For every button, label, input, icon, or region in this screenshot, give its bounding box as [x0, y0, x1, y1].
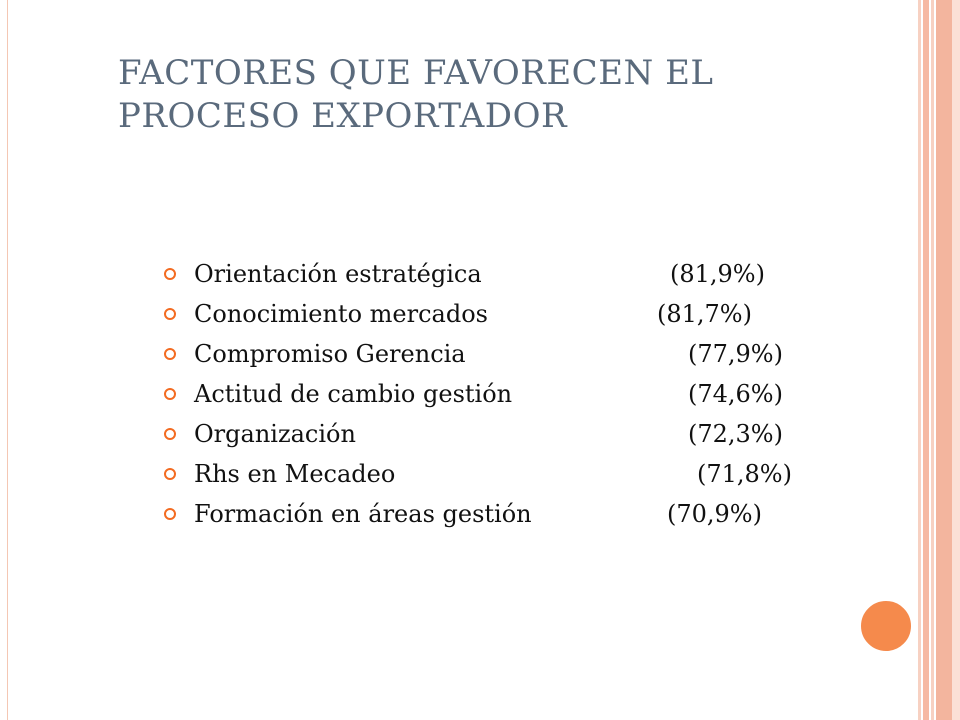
list-item: Conocimiento mercados (81,7%) [160, 294, 860, 334]
factor-label: Formación en áreas gestión [194, 500, 532, 528]
list-item: Formación en áreas gestión (70,9%) [160, 494, 860, 534]
factor-label: Rhs en Mecadeo [194, 460, 396, 488]
list-item: Compromiso Gerencia (77,9%) [160, 334, 860, 374]
factors-list: Orientación estratégica (81,9%) Conocimi… [160, 254, 860, 534]
bullet-icon [164, 388, 176, 400]
factor-label: Conocimiento mercados [194, 300, 488, 328]
factor-percentage: (81,9%) [670, 260, 765, 288]
factor-label: Orientación estratégica [194, 260, 482, 288]
right-stripe [931, 0, 934, 720]
bullet-icon [164, 268, 176, 280]
factor-percentage: (74,6%) [688, 380, 783, 408]
factor-percentage: (77,9%) [688, 340, 783, 368]
right-stripe [952, 0, 960, 720]
factor-percentage: (72,3%) [688, 420, 783, 448]
right-stripe [936, 0, 952, 720]
right-stripe [923, 0, 929, 720]
list-item: Actitud de cambio gestión (74,6%) [160, 374, 860, 414]
right-stripe [918, 0, 921, 720]
slide-title: FACTORES QUE FAVORECEN EL PROCESO EXPORT… [118, 52, 878, 138]
factor-percentage: (81,7%) [657, 300, 752, 328]
factor-label: Compromiso Gerencia [194, 340, 466, 368]
bullet-icon [164, 308, 176, 320]
bullet-icon [164, 468, 176, 480]
bullet-icon [164, 428, 176, 440]
factor-label: Organización [194, 420, 356, 448]
bullet-icon [164, 348, 176, 360]
list-item: Rhs en Mecadeo (71,8%) [160, 454, 860, 494]
bullet-icon [164, 508, 176, 520]
left-border-line [7, 0, 8, 720]
factor-percentage: (70,9%) [667, 500, 762, 528]
slide-title-line-2: PROCESO EXPORTADOR [118, 96, 568, 136]
list-item: Organización (72,3%) [160, 414, 860, 454]
factor-label: Actitud de cambio gestión [194, 380, 513, 408]
list-item: Orientación estratégica (81,9%) [160, 254, 860, 294]
orange-circle-icon [858, 598, 914, 654]
slide-title-line-1: FACTORES QUE FAVORECEN EL [118, 53, 714, 93]
factor-percentage: (71,8%) [697, 460, 792, 488]
